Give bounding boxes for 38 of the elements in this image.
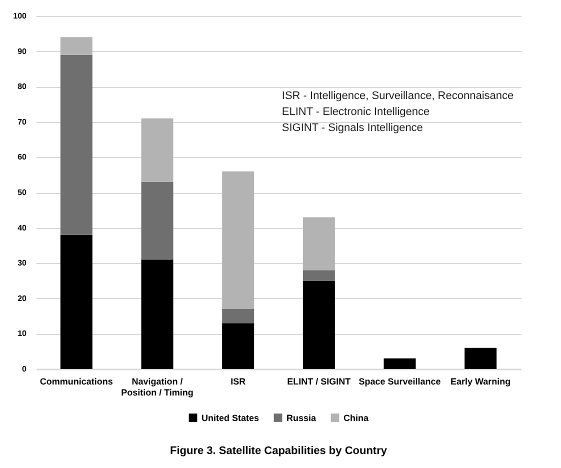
annotation: ISR - Intelligence, Surveillance, Reconnaisance bbox=[282, 90, 514, 102]
bar bbox=[141, 182, 174, 260]
x-tick-label: Early Warning bbox=[450, 376, 511, 386]
y-tick-label: 60 bbox=[18, 152, 28, 162]
bar bbox=[222, 171, 254, 309]
bar bbox=[141, 260, 174, 369]
bar bbox=[302, 217, 335, 270]
bar bbox=[60, 234, 92, 369]
annotation: SIGINT - Signals Intelligence bbox=[282, 122, 423, 134]
y-tick-label: 10 bbox=[18, 329, 28, 338]
y-tick-label: 80 bbox=[18, 82, 28, 92]
y-tick-label: 20 bbox=[18, 294, 28, 303]
annotation: ELINT - Electronic Intelligence bbox=[282, 106, 430, 118]
legend-label: Russia bbox=[286, 412, 318, 423]
bar bbox=[222, 323, 254, 369]
bar bbox=[222, 308, 254, 324]
text: Figure 3. Satellite Capabilities by Country bbox=[170, 445, 388, 457]
x-tick-label: ISR bbox=[230, 376, 246, 386]
x-tick-label: ELINT / SIGINT bbox=[287, 376, 352, 386]
bar bbox=[384, 358, 416, 369]
y-tick-label: 90 bbox=[18, 46, 28, 56]
y-tick-label: 70 bbox=[18, 117, 28, 126]
y-tick-label: 50 bbox=[18, 188, 28, 197]
bar bbox=[141, 118, 174, 182]
x-tick-label: Space Surveillance bbox=[358, 376, 441, 386]
bar bbox=[60, 54, 92, 235]
y-tick-label: 100 bbox=[13, 12, 28, 20]
y-tick-label: 30 bbox=[18, 258, 28, 268]
legend-label: China bbox=[344, 412, 370, 423]
x-tick-label: Navigation / Position / Timing bbox=[121, 376, 194, 398]
x-tick-label: Communications bbox=[40, 376, 113, 386]
bar bbox=[302, 280, 335, 369]
bar bbox=[302, 270, 335, 281]
bar bbox=[464, 348, 497, 369]
y-tick-label: 40 bbox=[18, 223, 28, 232]
legend-label: United States bbox=[202, 412, 260, 423]
bar bbox=[60, 37, 92, 55]
y-tick-label: 0 bbox=[22, 364, 28, 374]
